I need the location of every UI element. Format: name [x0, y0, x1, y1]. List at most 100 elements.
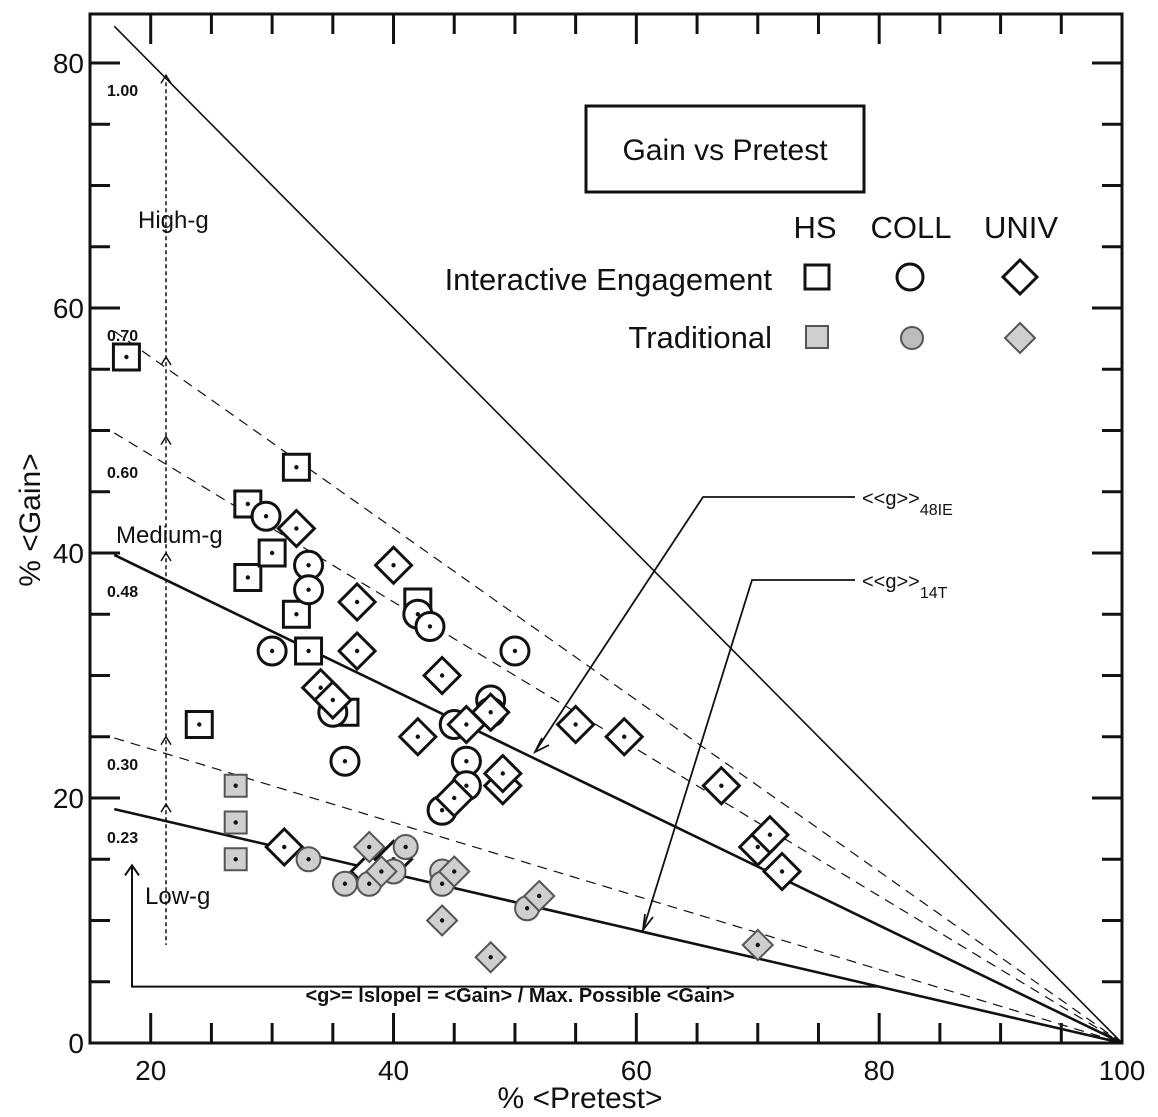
- point-center-dot: [197, 722, 202, 727]
- point-center-dot: [488, 710, 493, 715]
- legend-col-univ: UNIV: [984, 210, 1058, 245]
- reference-line-g-0-23: [113, 807, 1123, 1045]
- annotation-14t-arrow: [642, 579, 855, 931]
- x-tick-label: 100: [1099, 1055, 1146, 1086]
- legend-coll-trad-marker: [900, 326, 924, 350]
- point-center-dot: [330, 697, 336, 703]
- point-center-dot: [755, 844, 760, 850]
- g-label-0-23: 0.23: [107, 830, 138, 847]
- legend-title-box: [584, 104, 866, 194]
- g-label-0-60: 0.60: [107, 465, 138, 482]
- x-axis-label: % <Pretest>: [497, 1082, 662, 1115]
- point-center-dot: [719, 783, 724, 788]
- legend: Gain vs Pretest HS COLL UNIV Interactive…: [445, 104, 1058, 355]
- point-center-dot: [452, 869, 457, 874]
- point-center-dot: [403, 844, 408, 850]
- g-scale-arrowhead: [160, 355, 172, 366]
- slope-formula: <g>= lslopel = <Gain> / Max. Possible <G…: [305, 985, 734, 1007]
- point-center-dot: [342, 881, 348, 886]
- point-center-dot: [354, 599, 360, 605]
- plot-frame: [88, 12, 1124, 1045]
- point-center-dot: [306, 857, 311, 862]
- point-center-dot: [294, 526, 299, 531]
- formula-arrowhead: [124, 863, 140, 876]
- point-center-dot: [452, 795, 457, 801]
- annotation-g-14t: <<g>>14T: [862, 571, 948, 602]
- point-center-dot: [439, 673, 445, 678]
- point-center-dot: [306, 587, 311, 592]
- point-center-dot: [524, 906, 530, 911]
- reference-line-g-0-3: [114, 737, 1123, 1044]
- g-label-0-70: 0.70: [107, 328, 138, 345]
- point-center-dot: [755, 942, 760, 948]
- y-tick-label: 20: [53, 783, 84, 814]
- annotation-48ie-arrow: [534, 496, 855, 753]
- g-label-0-48: 0.48: [107, 584, 138, 601]
- point-center-dot: [767, 832, 773, 837]
- y-tick-label: 80: [53, 48, 84, 79]
- point-center-dot: [233, 783, 238, 788]
- point-center-dot: [573, 722, 578, 727]
- g-label-1-00: 1.00: [107, 83, 138, 100]
- point-center-dot: [294, 612, 299, 617]
- point-center-dot: [415, 612, 421, 617]
- region-label-low-g: Low-g: [145, 883, 210, 910]
- formula-arrow: [131, 865, 880, 988]
- data-points: [111, 342, 803, 974]
- reference-line-g-0-6: [113, 432, 1123, 1044]
- y-axis-label: % <Gain>: [14, 453, 47, 586]
- x-tick-label: 20: [135, 1055, 166, 1086]
- x-tick-label: 60: [621, 1055, 652, 1086]
- hs-ie-point: [184, 710, 214, 739]
- point-center-dot: [318, 685, 323, 690]
- legend-row-traditional: Traditional: [628, 320, 772, 355]
- point-center-dot: [512, 648, 518, 654]
- point-center-dot: [294, 465, 299, 470]
- legend-hs-trad-marker: [805, 325, 829, 349]
- reference-line-g-0-7: [113, 330, 1123, 1044]
- region-label-medium-g: Medium-g: [116, 522, 223, 549]
- point-center-dot: [379, 869, 384, 874]
- point-center-dot: [464, 759, 469, 764]
- point-center-dot: [354, 648, 360, 654]
- legend-title: Gain vs Pretest: [622, 134, 828, 167]
- point-center-dot: [500, 771, 505, 776]
- legend-hs-ie-marker: [803, 263, 831, 291]
- point-center-dot: [439, 808, 445, 813]
- point-center-dot: [391, 563, 396, 568]
- annotation-14t-arrowhead: [641, 913, 654, 934]
- g-label-0-30: 0.30: [107, 757, 138, 774]
- point-center-dot: [269, 648, 275, 654]
- g-scale-arrowhead: [160, 73, 172, 84]
- g-scale-arrowhead: [160, 802, 172, 813]
- point-center-dot: [439, 918, 445, 923]
- reference-line-g-1: [113, 25, 1123, 1044]
- region-label-high-g: High-g: [138, 207, 209, 234]
- legend-col-coll: COLL: [871, 210, 952, 245]
- point-center-dot: [415, 734, 421, 739]
- point-center-dot: [427, 624, 433, 629]
- g-scale-arrowhead: [160, 551, 172, 562]
- point-center-dot: [306, 648, 311, 654]
- point-center-dot: [245, 575, 251, 580]
- point-center-dot: [342, 759, 348, 764]
- legend-row-interactive: Interactive Engagement: [445, 262, 773, 297]
- y-tick-label: 40: [53, 538, 84, 569]
- point-center-dot: [439, 881, 445, 886]
- point-center-dot: [464, 783, 469, 788]
- point-center-dot: [464, 722, 469, 727]
- point-center-dot: [779, 869, 785, 874]
- point-center-dot: [367, 844, 372, 850]
- point-center-dot: [367, 881, 372, 886]
- point-center-dot: [488, 955, 493, 960]
- g-scale-arrowhead: [160, 435, 172, 446]
- annotation-g-48ie: <<g>>48IE: [862, 488, 953, 519]
- point-center-dot: [124, 354, 129, 360]
- point-center-dot: [306, 563, 311, 568]
- reference-line-g-0-48: [113, 553, 1123, 1045]
- point-center-dot: [622, 734, 627, 739]
- point-center-dot: [282, 844, 287, 850]
- axis-ticks: 20 40 60 80 100 0 20 40 60 80: [53, 14, 1146, 1086]
- g-scale-arrowhead: [160, 735, 172, 746]
